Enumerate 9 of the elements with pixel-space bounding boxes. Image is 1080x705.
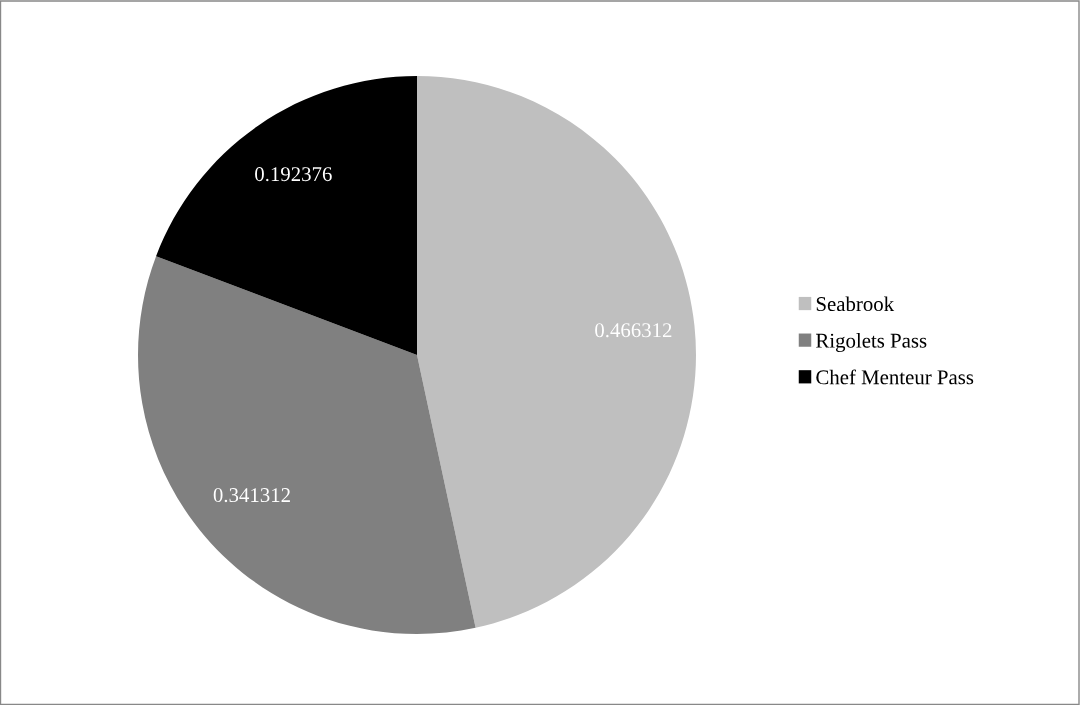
legend-label: Seabrook bbox=[816, 296, 895, 312]
data-label: 0.466312 bbox=[595, 323, 672, 338]
legend-label: Chef Menteur Pass bbox=[816, 369, 974, 385]
pie-slice bbox=[156, 76, 417, 355]
pie-slice bbox=[138, 256, 476, 634]
data-label: 0.341312 bbox=[213, 488, 290, 503]
data-label: 0.192376 bbox=[255, 167, 332, 182]
legend-label: Rigolets Pass bbox=[816, 333, 927, 352]
pie-slice bbox=[417, 76, 696, 628]
